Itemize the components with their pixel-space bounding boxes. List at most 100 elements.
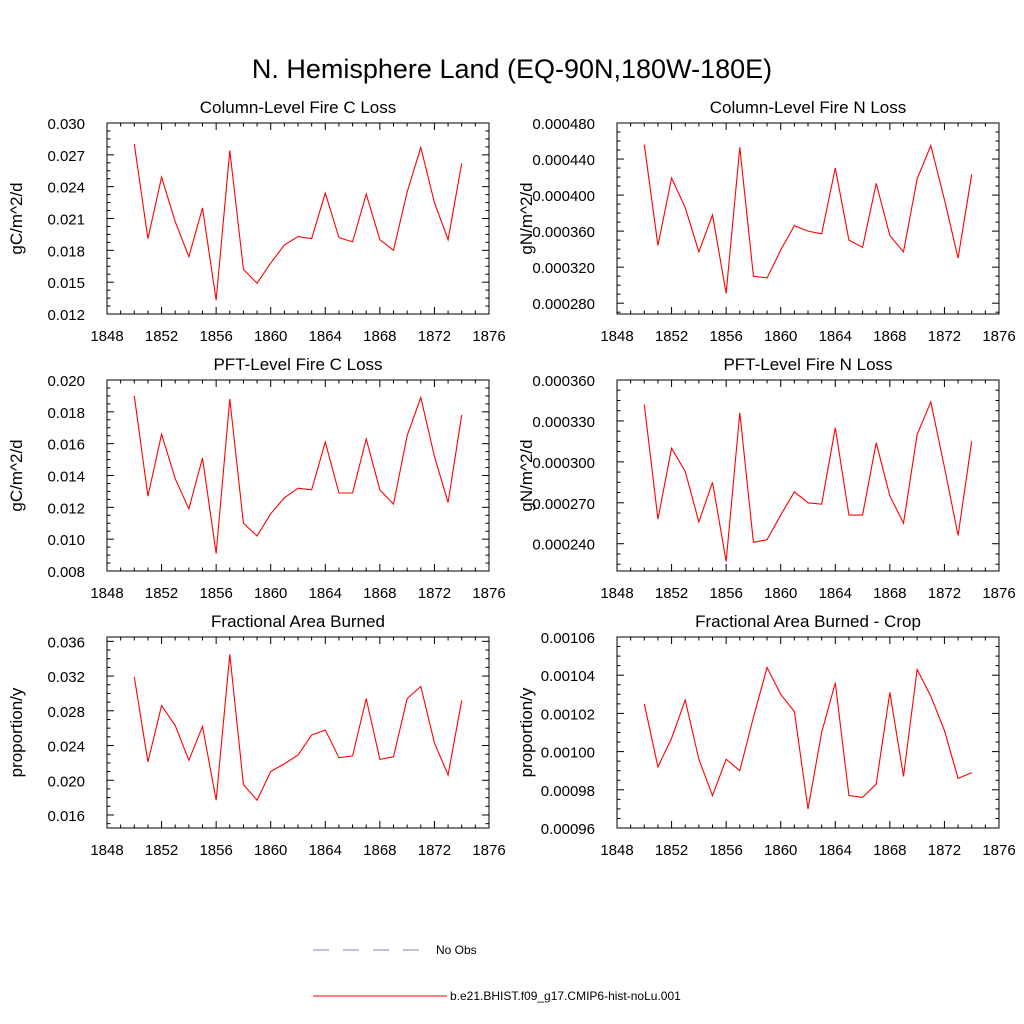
y-tick-label: 0.012 [47, 307, 85, 324]
x-tick-label: 1876 [472, 585, 505, 602]
series-line [133, 395, 463, 554]
y-tick-label: 0.00104 [541, 668, 595, 685]
x-tick-label: 1848 [600, 842, 633, 859]
y-tick-label: 0.016 [47, 808, 85, 825]
y-axis-label: gN/m^2/d [517, 439, 536, 511]
series-line [643, 143, 973, 294]
y-tick-label: 0.021 [47, 212, 85, 229]
legend-label-no-obs: No Obs [436, 943, 477, 957]
y-axis-label: gN/m^2/d [517, 182, 536, 254]
y-tick-label: 0.012 [47, 500, 85, 517]
y-tick-label: 0.016 [47, 437, 85, 454]
y-tick-label: 0.000240 [532, 537, 595, 554]
y-tick-label: 0.000360 [532, 373, 595, 390]
x-tick-label: 1856 [199, 585, 232, 602]
y-tick-label: 0.000320 [532, 260, 595, 277]
x-tick-label: 1856 [199, 328, 232, 345]
y-tick-label: 0.000280 [532, 296, 595, 313]
y-tick-label: 0.010 [47, 532, 85, 549]
y-tick-label: 0.030 [47, 116, 85, 133]
series-line [643, 399, 973, 562]
y-tick-label: 0.020 [47, 373, 85, 390]
panel-title: Fractional Area Burned - Crop [695, 612, 921, 631]
x-tick-label: 1860 [254, 585, 287, 602]
x-tick-label: 1864 [309, 328, 342, 345]
plot-frame [616, 379, 1000, 572]
y-tick-label: 0.020 [47, 773, 85, 790]
x-tick-label: 1872 [418, 585, 451, 602]
y-tick-label: 0.000440 [532, 152, 595, 169]
x-tick-label: 1856 [709, 842, 742, 859]
y-tick-label: 0.036 [47, 634, 85, 651]
x-tick-label: 1876 [472, 842, 505, 859]
figure-title: N. Hemisphere Land (EQ-90N,180W-180E) [252, 54, 772, 84]
chart-panel-6: Fractional Area Burned - Crop proportion/… [517, 612, 1016, 859]
x-tick-label: 1848 [90, 842, 123, 859]
x-tick-label: 1852 [655, 328, 688, 345]
x-tick-label: 1872 [928, 585, 961, 602]
y-tick-label: 0.000330 [532, 414, 595, 431]
panel-title: Fractional Area Burned [211, 612, 385, 631]
x-tick-label: 1868 [363, 585, 396, 602]
y-tick-label: 0.018 [47, 243, 85, 260]
y-tick-label: 0.000300 [532, 455, 595, 472]
x-tick-label: 1848 [90, 328, 123, 345]
x-tick-label: 1868 [873, 328, 906, 345]
x-tick-label: 1876 [472, 328, 505, 345]
x-tick-label: 1848 [90, 585, 123, 602]
chart-panel-1: Column-Level Fire C Loss gC/m^2/d 1848 1852… [7, 98, 506, 345]
x-tick-label: 1868 [363, 842, 396, 859]
plot-frame [616, 636, 1000, 829]
panel-title: Column-Level Fire C Loss [200, 98, 397, 117]
x-tick-label: 1852 [145, 585, 178, 602]
y-tick-label: 0.024 [47, 180, 85, 197]
y-tick-label: 0.00100 [541, 745, 595, 762]
y-axis-label: proportion/y [7, 687, 26, 777]
x-tick-label: 1864 [819, 842, 852, 859]
y-axis-label: proportion/y [517, 687, 536, 777]
x-tick-label: 1864 [309, 842, 342, 859]
y-tick-label: 0.000400 [532, 188, 595, 205]
chart-panel-5: Fractional Area Burned proportion/y 1848 18… [7, 612, 506, 859]
y-tick-label: 0.008 [47, 564, 85, 581]
x-tick-label: 1872 [418, 328, 451, 345]
x-tick-label: 1868 [363, 328, 396, 345]
x-tick-label: 1848 [600, 328, 633, 345]
y-tick-label: 0.018 [47, 405, 85, 422]
chart-panel-2: Column-Level Fire N Loss gN/m^2/d 1848 1852… [517, 98, 1016, 345]
y-tick-label: 0.028 [47, 704, 85, 721]
x-tick-label: 1848 [600, 585, 633, 602]
panel-title: PFT-Level Fire N Loss [723, 355, 892, 374]
chart-panel-3: PFT-Level Fire C Loss gC/m^2/d 1848 1852 185… [7, 355, 506, 602]
y-tick-label: 0.000480 [532, 116, 595, 133]
x-tick-label: 1856 [709, 585, 742, 602]
x-tick-label: 1860 [764, 585, 797, 602]
x-tick-label: 1864 [819, 585, 852, 602]
x-tick-label: 1852 [145, 842, 178, 859]
panel-title: PFT-Level Fire C Loss [213, 355, 382, 374]
y-tick-label: 0.00102 [541, 706, 595, 723]
x-tick-label: 1872 [928, 842, 961, 859]
y-tick-label: 0.000270 [532, 496, 595, 513]
x-tick-label: 1876 [982, 842, 1015, 859]
y-tick-label: 0.00098 [541, 783, 595, 800]
panel-title: Column-Level Fire N Loss [710, 98, 907, 117]
series-line [643, 666, 972, 809]
x-tick-label: 1872 [418, 842, 451, 859]
y-tick-label: 0.000360 [532, 224, 595, 241]
plot-frame [616, 122, 1000, 315]
x-tick-label: 1868 [873, 585, 906, 602]
y-tick-label: 0.014 [47, 469, 85, 486]
x-tick-label: 1868 [873, 842, 906, 859]
x-tick-label: 1852 [145, 328, 178, 345]
x-tick-label: 1856 [709, 328, 742, 345]
y-tick-label: 0.00106 [541, 630, 595, 647]
y-axis-label: gC/m^2/d [7, 439, 26, 511]
plot-frame [106, 379, 490, 572]
x-tick-label: 1856 [199, 842, 232, 859]
x-tick-label: 1852 [655, 842, 688, 859]
plot-frame [106, 122, 490, 315]
chart-panels: Column-Level Fire C Loss gC/m^2/d 1848 1852… [7, 98, 1016, 859]
series-line [133, 144, 463, 301]
